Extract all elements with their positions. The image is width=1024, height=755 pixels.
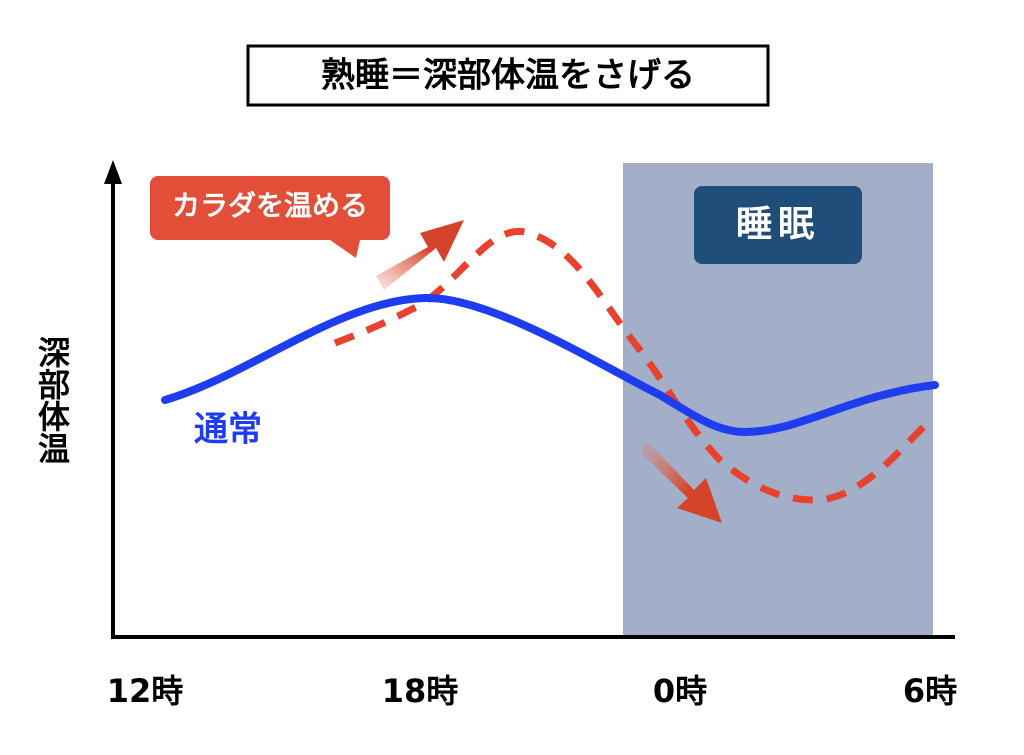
x-label: 18時 xyxy=(382,672,459,710)
title-box xyxy=(246,44,770,107)
x-label: 0時 xyxy=(653,672,707,710)
y-axis-arrow xyxy=(104,160,122,184)
sleep-box xyxy=(694,186,862,264)
normal-label: 通常 xyxy=(194,410,262,450)
x-label: 12時 xyxy=(107,672,184,710)
sleep-label: 睡眠 xyxy=(736,204,820,245)
normal-curve xyxy=(161,293,939,437)
x-label: 6時 xyxy=(903,672,957,710)
y-axis-label: 深部体温 xyxy=(33,336,71,464)
callout xyxy=(150,176,390,258)
up-arrow xyxy=(376,220,464,290)
down-arrow xyxy=(640,442,722,523)
title: 熟睡＝深部体温をさげる xyxy=(321,56,695,96)
warm-label: カラダを温める xyxy=(172,189,368,222)
